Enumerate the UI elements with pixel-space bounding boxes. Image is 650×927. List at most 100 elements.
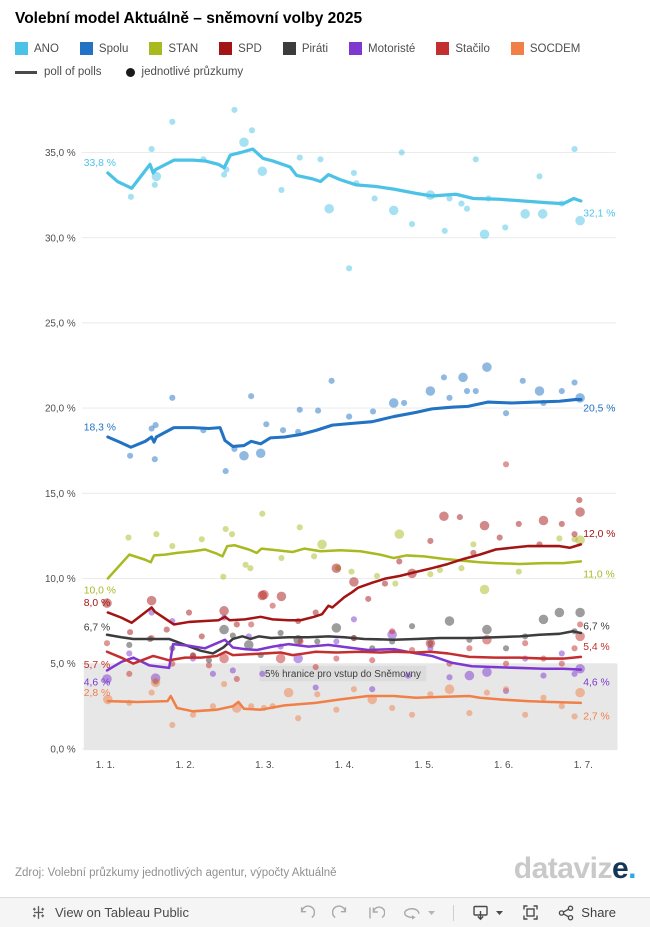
poll-dot-ANO[interactable] (278, 186, 285, 194)
poll-dot-ANO[interactable] (151, 181, 158, 188)
poll-dot-ANO[interactable] (257, 166, 268, 176)
poll-dot-SPD[interactable] (331, 563, 342, 573)
poll-dot-ANO[interactable] (398, 149, 405, 156)
poll-dot-Stačilo[interactable] (269, 602, 276, 609)
poll-dot-STAN[interactable] (373, 572, 381, 579)
poll-dot-Motoristé[interactable] (446, 674, 453, 681)
poll-dot-Stačilo[interactable] (425, 638, 436, 648)
poll-dot-Motoristé[interactable] (293, 653, 303, 664)
poll-dot-STAN[interactable] (479, 584, 490, 595)
poll-dot-ANO[interactable] (446, 195, 453, 202)
poll-dot-Piráti[interactable] (554, 607, 565, 618)
undo-button[interactable] (297, 904, 316, 922)
series-line-STAN[interactable] (106, 544, 583, 580)
poll-dot-Motoristé[interactable] (333, 638, 340, 645)
poll-dot-SPD[interactable] (146, 595, 157, 606)
poll-dot-SPD[interactable] (470, 549, 477, 556)
poll-dot-STAN[interactable] (394, 529, 405, 539)
poll-dot-Stačilo[interactable] (466, 645, 473, 652)
poll-dot-Piráti[interactable] (314, 638, 321, 645)
poll-dot-SPD[interactable] (163, 626, 170, 633)
poll-dot-STAN[interactable] (242, 561, 249, 568)
poll-dot-SOCDEM[interactable] (540, 694, 547, 701)
poll-dot-Stačilo[interactable] (389, 628, 396, 635)
poll-dot-Piráti[interactable] (502, 645, 510, 652)
poll-dot-ANO[interactable] (169, 118, 176, 125)
poll-dot-STAN[interactable] (198, 536, 205, 543)
poll-trend-chart[interactable]: 35,0 % 30,0 % 25,0 % 20,0 % 15,0 % 10,0 % 5,0 … (0, 85, 650, 850)
poll-dot-Spolu[interactable] (148, 425, 155, 432)
poll-dot-STAN[interactable] (317, 539, 327, 550)
poll-dot-Spolu[interactable] (222, 468, 229, 475)
poll-dot-Spolu[interactable] (440, 374, 447, 381)
poll-dot-SPD[interactable] (515, 520, 522, 527)
poll-dot-STAN[interactable] (436, 566, 443, 573)
poll-dot-Spolu[interactable] (239, 451, 249, 461)
poll-dot-ANO[interactable] (441, 227, 448, 234)
revert-button[interactable] (367, 904, 386, 922)
poll-dot-SPD[interactable] (575, 507, 585, 517)
series-line-Spolu[interactable] (106, 398, 583, 449)
share-button[interactable]: Share (557, 904, 616, 922)
poll-dot-STAN[interactable] (228, 531, 236, 538)
poll-dot-STAN[interactable] (556, 535, 563, 542)
series-line-Stačilo[interactable] (105, 650, 583, 665)
poll-dot-SOCDEM[interactable] (444, 684, 455, 694)
poll-dot-ANO[interactable] (388, 205, 399, 216)
legend-item-Piráti[interactable]: Piráti (282, 42, 328, 55)
poll-dot-Piráti[interactable] (331, 623, 342, 633)
poll-dot-SOCDEM[interactable] (575, 687, 585, 698)
legend-item-Spolu[interactable]: Spolu (79, 42, 128, 55)
poll-dot-Piráti[interactable] (277, 629, 284, 637)
legend-item-STAN[interactable]: STAN (149, 42, 198, 55)
download-button[interactable] (471, 903, 504, 922)
poll-dot-Piráti[interactable] (229, 632, 236, 639)
poll-dot-Spolu[interactable] (458, 372, 468, 383)
poll-dot-ANO[interactable] (221, 171, 228, 178)
poll-dot-SOCDEM[interactable] (558, 703, 565, 710)
poll-dot-ANO[interactable] (148, 146, 155, 153)
poll-dot-STAN[interactable] (125, 534, 132, 541)
poll-dot-STAN[interactable] (222, 525, 229, 533)
poll-dot-Piráti[interactable] (444, 616, 455, 626)
poll-dot-Stačilo[interactable] (103, 640, 111, 647)
poll-dot-Stačilo[interactable] (558, 660, 565, 667)
poll-dot-SOCDEM[interactable] (522, 711, 529, 718)
poll-dot-SOCDEM[interactable] (389, 704, 396, 712)
poll-dot-Spolu[interactable] (248, 393, 255, 400)
poll-dot-Motoristé[interactable] (540, 672, 547, 679)
legend-item-SOCDEM[interactable]: SOCDEM (510, 42, 580, 55)
poll-dot-ANO[interactable] (127, 193, 134, 200)
poll-dot-STAN[interactable] (575, 535, 585, 545)
poll-dot-STAN[interactable] (296, 524, 303, 531)
poll-dot-Spolu[interactable] (279, 427, 287, 434)
poll-dot-Piráti[interactable] (482, 624, 492, 635)
poll-dot-SOCDEM[interactable] (483, 689, 490, 696)
poll-dot-Spolu[interactable] (328, 377, 335, 384)
poll-dot-STAN[interactable] (220, 573, 227, 580)
poll-dot-ANO[interactable] (463, 205, 471, 212)
series-line-SOCDEM[interactable] (106, 694, 583, 713)
poll-dot-Spolu[interactable] (558, 387, 565, 395)
series-line-Piráti[interactable] (105, 630, 583, 655)
poll-dot-Stačilo[interactable] (575, 631, 585, 642)
poll-dot-Piráti[interactable] (244, 640, 254, 650)
poll-dot-Piráti[interactable] (408, 623, 416, 630)
poll-dot-Spolu[interactable] (127, 452, 134, 459)
poll-dot-SOCDEM[interactable] (221, 681, 228, 688)
poll-dot-SPD[interactable] (365, 595, 372, 602)
poll-dot-SPD[interactable] (427, 537, 434, 545)
poll-dot-SPD[interactable] (233, 621, 240, 628)
poll-dot-Stačilo[interactable] (333, 655, 340, 662)
poll-dot-Stačilo[interactable] (522, 640, 529, 647)
poll-dot-Spolu[interactable] (296, 406, 303, 413)
poll-dot-STAN[interactable] (169, 543, 176, 550)
poll-dot-SOCDEM[interactable] (502, 686, 510, 693)
poll-dot-STAN[interactable] (278, 554, 285, 562)
poll-dot-Motoristé[interactable] (558, 650, 565, 657)
poll-dot-SOCDEM[interactable] (248, 703, 255, 710)
poll-dot-SPD[interactable] (127, 629, 134, 636)
poll-dot-Spolu[interactable] (482, 362, 492, 372)
poll-dot-STAN[interactable] (259, 510, 266, 517)
poll-dot-SPD[interactable] (439, 511, 449, 522)
